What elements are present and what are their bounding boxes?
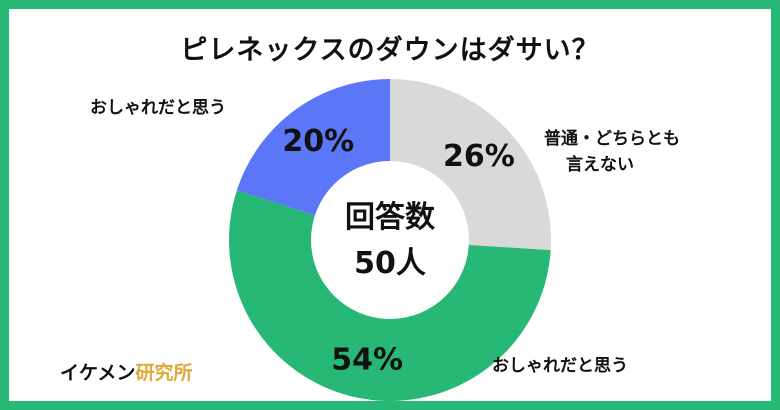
chart-title: ピレネックスのダウンはダサい？ [180,35,600,66]
slice-label-blue: おしゃれだと思う [90,98,226,118]
brand-part1: イケメン [60,362,136,384]
slice-label-green: おしゃれだと思う [492,356,628,376]
slice-label-neutral: 普通・どちらとも 言えない [544,126,680,178]
center-label: 回答数 [345,200,435,235]
slice-label-neutral-line1: 普通・どちらとも [544,129,680,149]
donut-hole [311,161,469,319]
pct-label-blue: 20% [282,124,354,159]
brand-logo: イケメン研究所 [60,358,192,385]
slice-label-neutral-line2: 言えない [566,155,634,175]
pct-label-green: 54% [331,342,403,377]
brand-part2: 研究所 [135,362,193,384]
center-value: 50人 [354,246,426,281]
pct-label-neutral: 26% [443,139,515,174]
